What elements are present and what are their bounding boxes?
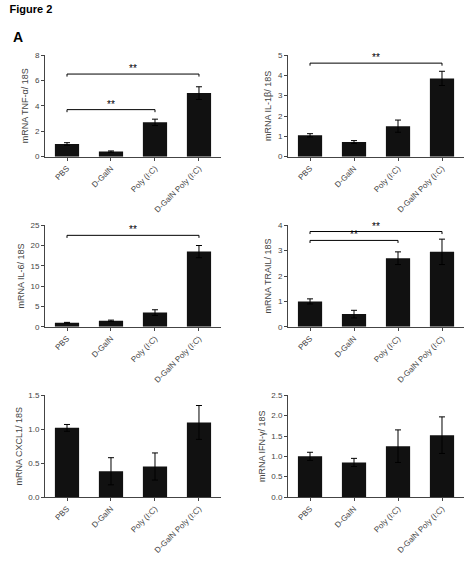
svg-text:1: 1 [278, 297, 283, 306]
svg-text:PBS: PBS [297, 164, 315, 182]
svg-text:1.0: 1.0 [271, 452, 283, 461]
svg-text:6: 6 [35, 76, 40, 85]
svg-text:15: 15 [30, 262, 39, 271]
svg-text:PBS: PBS [54, 164, 72, 182]
svg-text:**: ** [129, 224, 137, 235]
svg-text:Figure 2: Figure 2 [9, 3, 52, 15]
svg-text:4: 4 [278, 221, 283, 230]
svg-text:1.5: 1.5 [28, 391, 40, 400]
svg-text:A: A [13, 29, 23, 45]
svg-text:0.0: 0.0 [28, 493, 40, 502]
svg-text:D-GalN Poly (I:C): D-GalN Poly (I:C) [396, 334, 447, 385]
svg-text:Poly (I:C): Poly (I:C) [129, 504, 159, 534]
svg-text:2: 2 [35, 127, 40, 136]
svg-text:4: 4 [35, 102, 40, 111]
svg-text:5: 5 [35, 302, 40, 311]
svg-text:**: ** [372, 221, 380, 232]
svg-text:3: 3 [278, 91, 283, 100]
svg-text:D-GalN: D-GalN [90, 334, 115, 359]
svg-text:10: 10 [30, 282, 39, 291]
svg-text:D-GalN: D-GalN [333, 164, 358, 189]
svg-text:D-GalN Poly (I:C): D-GalN Poly (I:C) [153, 334, 204, 385]
svg-text:mRNA TRAIL/ 18S: mRNA TRAIL/ 18S [263, 239, 273, 314]
svg-text:mRNA IFN-γ/ 18S: mRNA IFN-γ/ 18S [257, 410, 267, 482]
svg-text:0: 0 [278, 152, 283, 161]
svg-text:PBS: PBS [297, 334, 315, 352]
svg-text:5: 5 [278, 51, 283, 60]
svg-text:mRNA IL-6/ 18S: mRNA IL-6/ 18S [16, 243, 26, 308]
svg-text:3: 3 [278, 246, 283, 255]
svg-text:D-GalN: D-GalN [90, 164, 115, 189]
svg-text:D-GalN Poly (I:C): D-GalN Poly (I:C) [396, 504, 447, 555]
svg-text:2.5: 2.5 [271, 391, 283, 400]
svg-text:PBS: PBS [54, 334, 72, 352]
svg-text:20: 20 [30, 241, 39, 250]
svg-text:0: 0 [35, 152, 40, 161]
svg-text:PBS: PBS [297, 504, 315, 522]
svg-text:0.5: 0.5 [28, 459, 40, 468]
svg-text:4: 4 [278, 71, 283, 80]
svg-text:0: 0 [278, 323, 283, 332]
svg-text:Poly (I:C): Poly (I:C) [129, 164, 159, 194]
svg-text:D-GalN Poly (I:C): D-GalN Poly (I:C) [153, 504, 204, 555]
svg-text:mRNA TNF-α/ 18S: mRNA TNF-α/ 18S [20, 68, 30, 143]
svg-text:Poly (I:C): Poly (I:C) [372, 164, 402, 194]
svg-text:0: 0 [35, 323, 40, 332]
svg-text:2: 2 [278, 272, 283, 281]
svg-text:**: ** [372, 52, 380, 63]
svg-text:**: ** [129, 63, 137, 74]
svg-text:PBS: PBS [54, 504, 72, 522]
svg-text:D-GalN: D-GalN [333, 334, 358, 359]
svg-text:2.0: 2.0 [271, 411, 283, 420]
svg-text:**: ** [107, 99, 115, 110]
svg-text:1: 1 [278, 132, 283, 141]
svg-text:Poly (I:C): Poly (I:C) [129, 334, 159, 364]
svg-text:D-GalN Poly (I:C): D-GalN Poly (I:C) [153, 164, 204, 215]
svg-text:1.5: 1.5 [271, 432, 283, 441]
svg-text:D-GalN: D-GalN [333, 504, 358, 529]
svg-text:Poly (I:C): Poly (I:C) [372, 504, 402, 534]
svg-text:D-GalN: D-GalN [90, 504, 115, 529]
svg-text:2: 2 [278, 112, 283, 121]
svg-text:**: ** [350, 229, 358, 240]
svg-text:Poly (I:C): Poly (I:C) [372, 334, 402, 364]
svg-text:0.5: 0.5 [271, 472, 283, 481]
svg-text:8: 8 [35, 51, 40, 60]
svg-text:0.0: 0.0 [271, 493, 283, 502]
svg-text:mRNA CXCL1/ 18S: mRNA CXCL1/ 18S [14, 407, 24, 486]
svg-text:1.0: 1.0 [28, 425, 40, 434]
svg-text:mRNA IL-1β/ 18S: mRNA IL-1β/ 18S [263, 71, 273, 141]
svg-text:25: 25 [30, 221, 39, 230]
svg-text:D-GalN Poly (I:C): D-GalN Poly (I:C) [396, 164, 447, 215]
